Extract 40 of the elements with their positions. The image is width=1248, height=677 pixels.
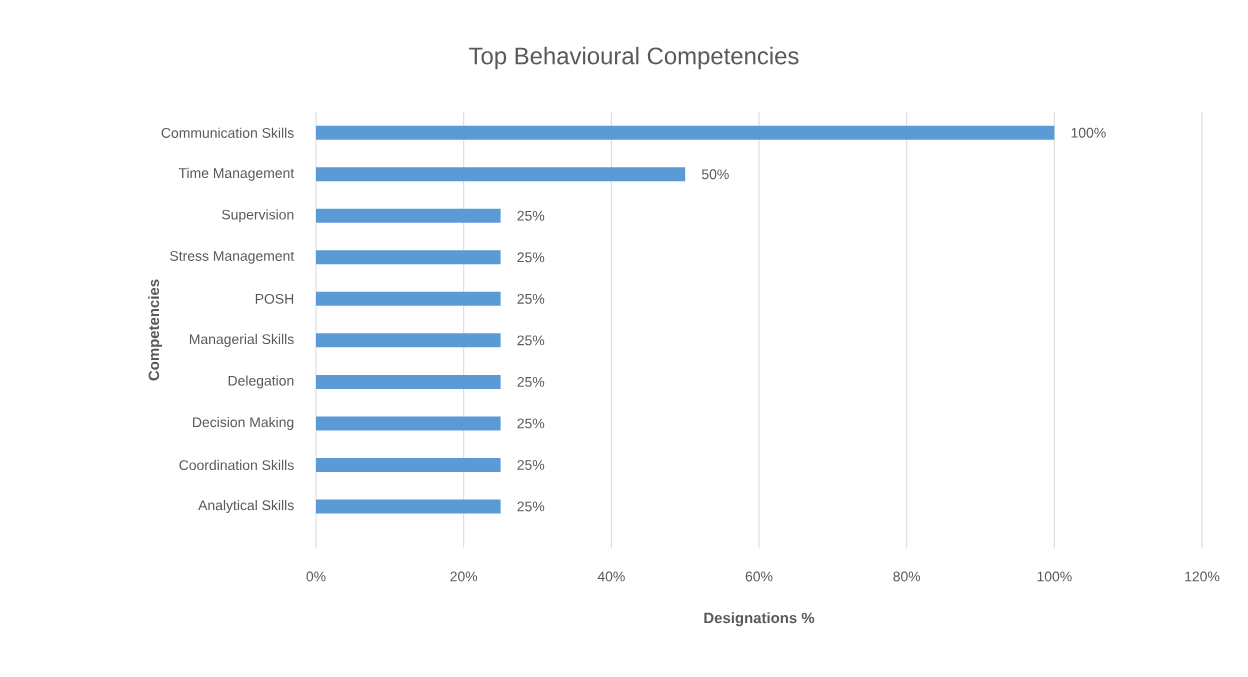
x-tick-label: 60% [745,571,773,582]
bar [316,416,501,431]
data-label: 25% [517,293,545,304]
y-tick-label: Time Management [178,167,295,181]
bar [316,499,501,514]
bar [316,333,501,348]
data-label: 50% [701,169,729,180]
data-label: 25% [517,459,545,470]
chart-title: Top Behavioural Competencies [469,46,799,70]
y-tick-label: Managerial Skills [189,333,294,347]
y-tick-label: POSH [255,293,294,304]
data-label: 25% [517,210,545,221]
y-tick-label: Delegation [228,375,294,389]
y-tick-label: Supervision [222,209,294,223]
y-tick-label: Stress Management [170,250,295,264]
y-tick-label: Communication Skills [161,127,294,138]
bar [316,125,1055,140]
bar [316,291,501,306]
bar [316,250,501,265]
x-tick-label: 120% [1185,571,1220,582]
y-tick-label: Coordination Skills [179,459,294,471]
x-tick-label: 100% [1037,571,1072,582]
x-axis-title: Designations % [704,612,815,627]
x-tick-label: 40% [597,571,625,582]
x-tick-label: 0% [306,571,326,582]
data-label: 100% [1071,127,1106,138]
bar [316,167,686,182]
x-tick-label: 80% [893,571,921,582]
data-label: 25% [517,376,545,387]
bar [316,374,501,389]
data-label: 25% [517,418,545,429]
data-label: 25% [517,335,545,346]
x-tick-label: 20% [450,571,478,582]
y-tick-label: Analytical Skills [198,499,294,513]
bar [316,208,501,223]
data-label: 25% [517,501,545,512]
y-axis-title: Competencies [148,279,163,381]
data-label: 25% [517,252,545,263]
bar [316,457,501,472]
y-tick-label: Decision Making [193,416,294,430]
